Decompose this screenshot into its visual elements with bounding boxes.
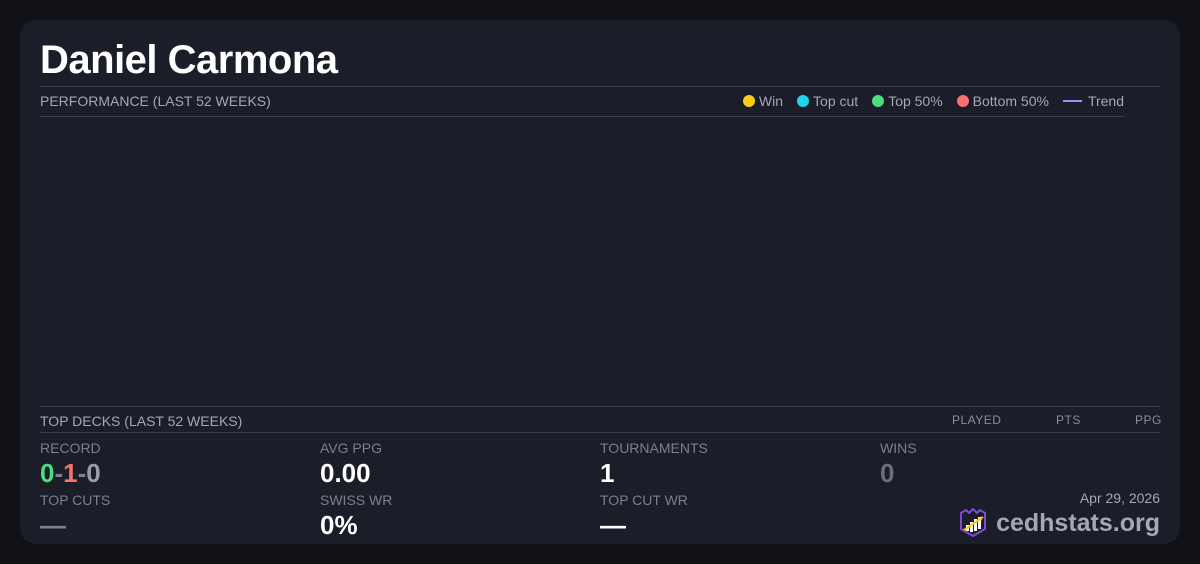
tournaments-value: 1 xyxy=(600,458,615,488)
top-decks-title: TOP DECKS (LAST 52 WEEKS) xyxy=(40,413,243,429)
snapshot-date: Apr 29, 2026 xyxy=(1079,490,1160,506)
divider xyxy=(40,86,1160,87)
chart-legend: Win Top cut Top 50% Bottom 50% Trend xyxy=(742,93,1124,109)
legend-top-50: Top 50% xyxy=(872,93,943,109)
legend-trend: Trend xyxy=(1062,93,1124,109)
wins-label: WINS xyxy=(880,440,917,456)
record-value: 0-1-0 xyxy=(40,458,101,488)
avg-ppg-label: AVG PPG xyxy=(320,440,382,456)
divider xyxy=(40,116,1125,117)
divider xyxy=(40,432,1160,433)
trend-line-icon xyxy=(1062,100,1082,102)
col-played: PLAYED xyxy=(952,413,1002,427)
chart-shield-icon xyxy=(960,508,987,538)
top-50-dot-icon xyxy=(872,95,885,107)
player-card: Daniel Carmona PERFORMANCE (LAST 52 WEEK… xyxy=(20,20,1180,544)
top-cut-wr-value: — xyxy=(600,510,626,540)
swiss-wr-label: SWISS WR xyxy=(320,492,393,508)
performance-chart-area xyxy=(40,117,1125,405)
legend-top-cut: Top cut xyxy=(797,93,858,109)
record-label: RECORD xyxy=(40,440,101,456)
legend-bottom-50: Bottom 50% xyxy=(956,93,1049,109)
col-pts: PTS xyxy=(1056,413,1081,427)
swiss-wr-value: 0% xyxy=(320,510,358,540)
top-cuts-label: TOP CUTS xyxy=(40,492,111,508)
col-ppg: PPG xyxy=(1135,413,1162,427)
player-name: Daniel Carmona xyxy=(40,38,338,82)
brand-logo: cedhstats.org xyxy=(958,508,1160,538)
tournaments-label: TOURNAMENTS xyxy=(600,440,708,456)
avg-ppg-value: 0.00 xyxy=(320,458,371,488)
top-cut-wr-label: TOP CUT WR xyxy=(600,492,688,508)
wins-value: 0 xyxy=(880,458,895,488)
win-dot-icon xyxy=(742,95,755,107)
legend-win: Win xyxy=(742,93,783,109)
performance-title: PERFORMANCE (LAST 52 WEEKS) xyxy=(40,93,271,109)
top-cuts-value: — xyxy=(40,510,66,540)
bottom-50-dot-icon xyxy=(956,95,969,107)
divider xyxy=(40,406,1160,407)
top-cut-dot-icon xyxy=(797,95,810,107)
